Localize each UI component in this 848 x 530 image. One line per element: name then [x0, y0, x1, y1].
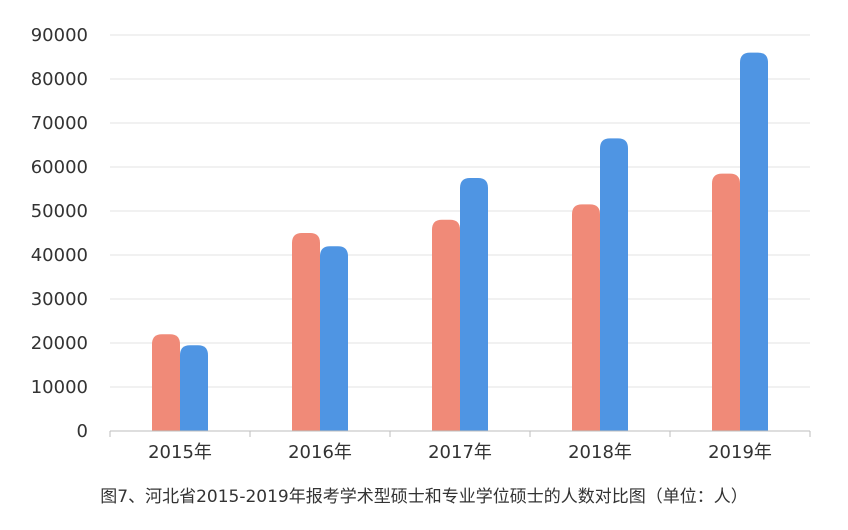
y-tick-label: 20000	[31, 333, 88, 354]
x-tick-label: 2019年	[708, 442, 772, 463]
y-tick-label: 30000	[31, 289, 88, 310]
x-tick-label: 2017年	[428, 442, 492, 463]
bar-chart: 0 10000 20000 30000 40000 50000 60000 70000 8000…	[31, 25, 811, 463]
bar-series-1	[432, 219, 460, 431]
bar-series-2	[320, 246, 348, 431]
chart-caption: 图7、河北省2015-2019年报考学术型硕士和专业学位硕士的人数对比图（单位：…	[100, 487, 748, 507]
bar-series-1	[152, 334, 180, 431]
bar-series-2	[740, 52, 768, 431]
y-tick-label: 70000	[31, 113, 88, 134]
bar-series-1	[712, 173, 740, 431]
y-tick-label: 0	[77, 421, 88, 442]
y-tick-label: 10000	[31, 377, 88, 398]
x-tick-label: 2018年	[568, 442, 632, 463]
y-axis-ticks: 0 10000 20000 30000 40000 50000 60000 70000 8000…	[31, 25, 88, 442]
bars	[152, 52, 768, 431]
x-axis: 2015年 2016年 2017年 2018年 2019年	[109, 430, 811, 463]
bar-series-1	[292, 233, 320, 431]
y-tick-label: 80000	[31, 69, 88, 90]
y-tick-label: 90000	[31, 25, 88, 46]
y-tick-label: 60000	[31, 157, 88, 178]
x-tick-label: 2015年	[148, 442, 212, 463]
y-tick-label: 50000	[31, 201, 88, 222]
bar-series-2	[460, 178, 488, 431]
bar-series-1	[572, 204, 600, 431]
y-tick-label: 40000	[31, 245, 88, 266]
bar-series-2	[600, 138, 628, 431]
x-tick-label: 2016年	[288, 442, 352, 463]
bar-series-2	[180, 345, 208, 431]
